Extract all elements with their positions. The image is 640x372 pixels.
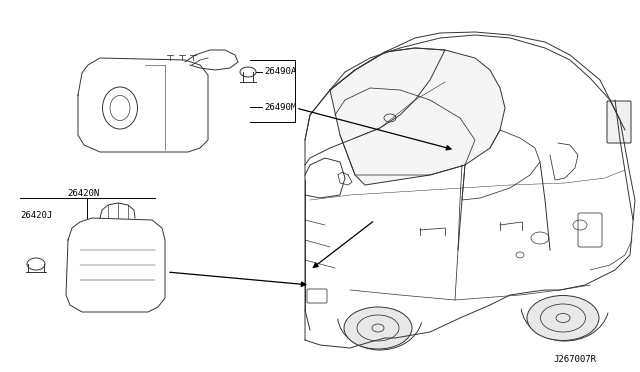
FancyBboxPatch shape <box>307 289 327 303</box>
Text: 26490A: 26490A <box>264 67 296 77</box>
Polygon shape <box>66 218 165 312</box>
Ellipse shape <box>240 67 256 77</box>
Ellipse shape <box>27 258 45 270</box>
FancyBboxPatch shape <box>578 213 602 247</box>
Ellipse shape <box>527 295 599 340</box>
Text: 26420J: 26420J <box>20 211 52 219</box>
Polygon shape <box>330 48 505 185</box>
Text: J267007R: J267007R <box>554 356 596 365</box>
FancyBboxPatch shape <box>607 101 631 143</box>
Text: 26490M: 26490M <box>264 103 296 112</box>
Ellipse shape <box>344 307 412 349</box>
Text: 26420N: 26420N <box>67 189 99 198</box>
Polygon shape <box>78 58 208 152</box>
